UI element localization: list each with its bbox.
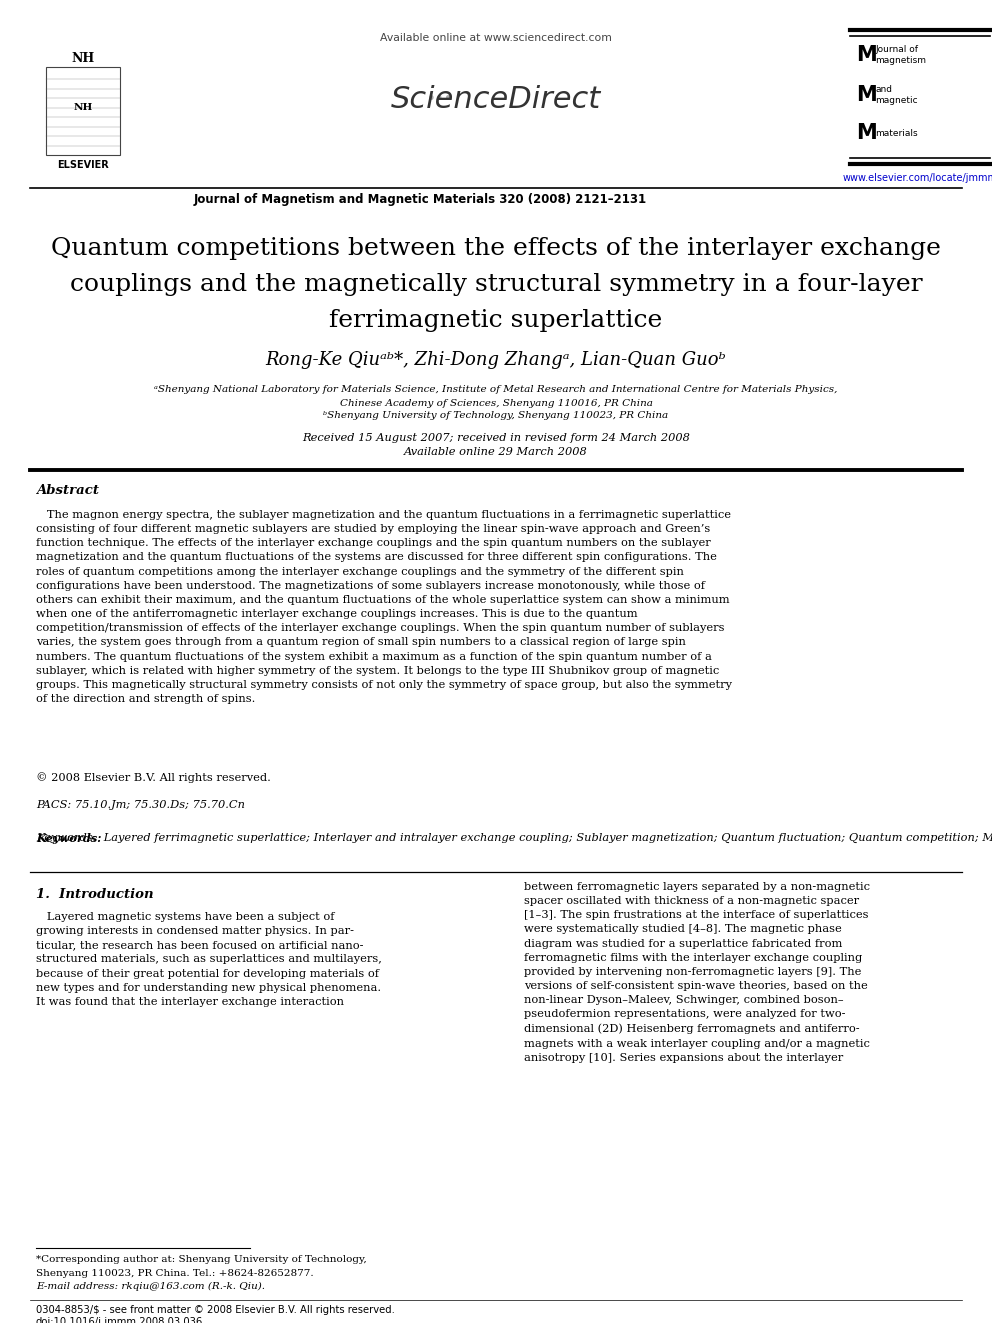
Text: M: M bbox=[856, 85, 877, 105]
Text: Layered magnetic systems have been a subject of
growing interests in condensed m: Layered magnetic systems have been a sub… bbox=[36, 912, 382, 1007]
Text: Received 15 August 2007; received in revised form 24 March 2008: Received 15 August 2007; received in rev… bbox=[302, 433, 690, 443]
Text: and
magnetic: and magnetic bbox=[875, 85, 918, 105]
Text: Chinese Academy of Sciences, Shenyang 110016, PR China: Chinese Academy of Sciences, Shenyang 11… bbox=[339, 398, 653, 407]
Text: •••: ••• bbox=[427, 93, 453, 107]
Text: © 2008 Elsevier B.V. All rights reserved.: © 2008 Elsevier B.V. All rights reserved… bbox=[36, 773, 271, 783]
Text: Abstract: Abstract bbox=[36, 483, 99, 496]
Text: NH: NH bbox=[73, 103, 92, 112]
Bar bbox=[46, 67, 120, 155]
Text: Shenyang 110023, PR China. Tel.: +8624-82652877.: Shenyang 110023, PR China. Tel.: +8624-8… bbox=[36, 1269, 313, 1278]
Text: Available online 29 March 2008: Available online 29 March 2008 bbox=[404, 447, 588, 456]
Text: www.elsevier.com/locate/jmmm: www.elsevier.com/locate/jmmm bbox=[842, 173, 992, 183]
Text: ELSEVIER: ELSEVIER bbox=[58, 160, 109, 169]
Text: ferrimagnetic superlattice: ferrimagnetic superlattice bbox=[329, 308, 663, 332]
Text: The magnon energy spectra, the sublayer magnetization and the quantum fluctuatio: The magnon energy spectra, the sublayer … bbox=[36, 509, 732, 704]
Text: Rong-Ke Qiuᵃᵇ*, Zhi-Dong Zhangᵃ, Lian-Quan Guoᵇ: Rong-Ke Qiuᵃᵇ*, Zhi-Dong Zhangᵃ, Lian-Qu… bbox=[266, 351, 726, 369]
Text: NH: NH bbox=[71, 52, 94, 65]
Text: Keywords:: Keywords: bbox=[36, 833, 101, 844]
Text: 1.  Introduction: 1. Introduction bbox=[36, 888, 154, 901]
Text: materials: materials bbox=[875, 128, 918, 138]
Text: PACS: 75.10.Jm; 75.30.Ds; 75.70.Cn: PACS: 75.10.Jm; 75.30.Ds; 75.70.Cn bbox=[36, 800, 245, 810]
Text: doi:10.1016/j.jmmm.2008.03.036: doi:10.1016/j.jmmm.2008.03.036 bbox=[36, 1316, 203, 1323]
Text: Journal of
magnetism: Journal of magnetism bbox=[875, 45, 926, 65]
Text: Available online at www.sciencedirect.com: Available online at www.sciencedirect.co… bbox=[380, 33, 612, 44]
Text: Journal of Magnetism and Magnetic Materials 320 (2008) 2121–2131: Journal of Magnetism and Magnetic Materi… bbox=[193, 193, 647, 206]
Text: 0304-8853/$ - see front matter © 2008 Elsevier B.V. All rights reserved.: 0304-8853/$ - see front matter © 2008 El… bbox=[36, 1304, 395, 1315]
Text: *Corresponding author at: Shenyang University of Technology,: *Corresponding author at: Shenyang Unive… bbox=[36, 1256, 367, 1265]
Text: E-mail address: rkqiu@163.com (R.-k. Qiu).: E-mail address: rkqiu@163.com (R.-k. Qiu… bbox=[36, 1282, 265, 1290]
Text: M: M bbox=[856, 45, 877, 65]
Text: ᵇShenyang University of Technology, Shenyang 110023, PR China: ᵇShenyang University of Technology, Shen… bbox=[323, 411, 669, 421]
Text: M: M bbox=[856, 123, 877, 143]
Text: between ferromagnetic layers separated by a non-magnetic
spacer oscillated with : between ferromagnetic layers separated b… bbox=[524, 882, 870, 1062]
Text: couplings and the magnetically structural symmetry in a four-layer: couplings and the magnetically structura… bbox=[69, 273, 923, 295]
Text: Keywords:  Layered ferrimagnetic superlattice; Interlayer and intralayer exchang: Keywords: Layered ferrimagnetic superlat… bbox=[36, 833, 992, 843]
Text: Quantum competitions between the effects of the interlayer exchange: Quantum competitions between the effects… bbox=[51, 237, 941, 259]
Text: ScienceDirect: ScienceDirect bbox=[391, 86, 601, 115]
Text: ᵃShenyang National Laboratory for Materials Science, Institute of Metal Research: ᵃShenyang National Laboratory for Materi… bbox=[155, 385, 837, 394]
